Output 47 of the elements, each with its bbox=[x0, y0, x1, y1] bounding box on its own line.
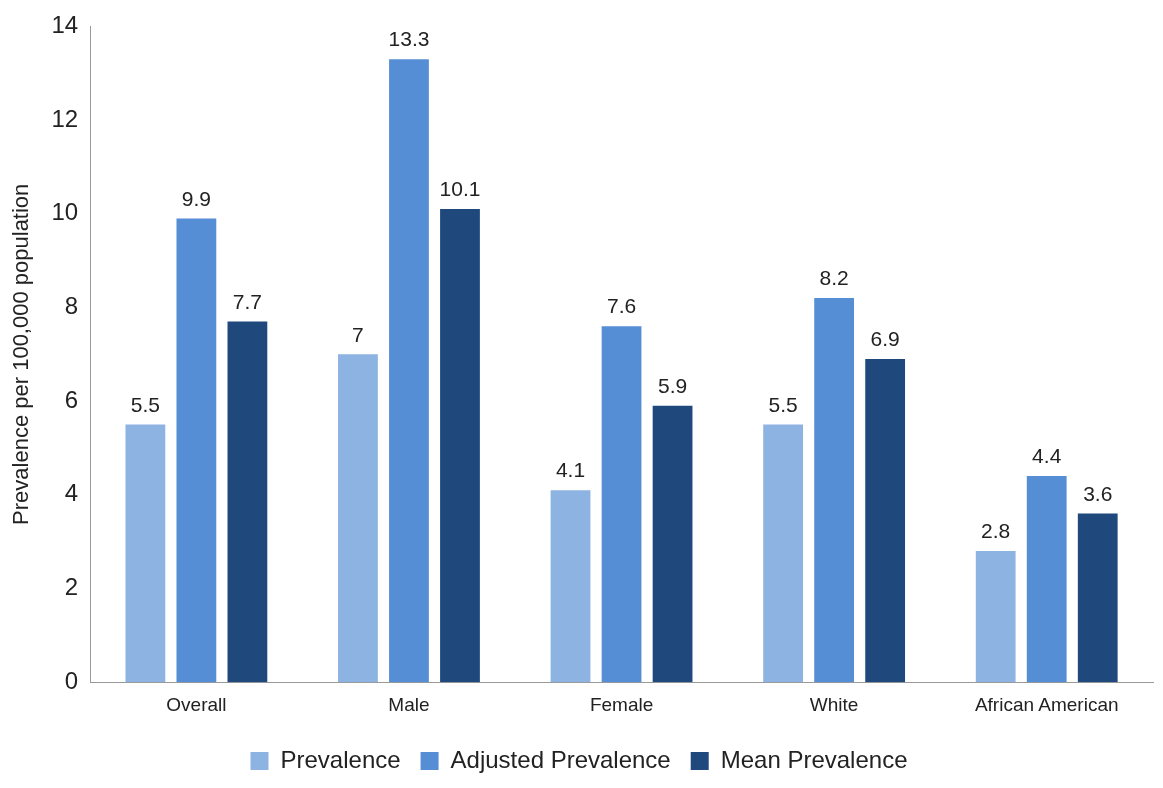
y-tick-label: 10 bbox=[51, 198, 79, 226]
data-label: 4.1 bbox=[555, 458, 586, 482]
bar bbox=[389, 59, 429, 683]
bar bbox=[176, 218, 217, 683]
data-label: 9.9 bbox=[181, 186, 211, 210]
bar bbox=[814, 298, 855, 683]
data-label: 8.2 bbox=[819, 266, 849, 290]
bar bbox=[125, 424, 166, 683]
data-label: 3.6 bbox=[1083, 481, 1113, 505]
data-label: 4.4 bbox=[1032, 444, 1062, 468]
x-tick-label: Female bbox=[589, 693, 654, 715]
bar bbox=[550, 490, 591, 683]
y-tick-label: 6 bbox=[64, 385, 79, 413]
bar bbox=[440, 209, 480, 683]
y-tick-label: 2 bbox=[64, 573, 79, 601]
y-tick-label: 12 bbox=[51, 104, 79, 132]
legend-label: Prevalence bbox=[280, 745, 401, 773]
bar bbox=[975, 551, 1016, 683]
data-label: 7.7 bbox=[232, 289, 263, 313]
data-label: 10.1 bbox=[439, 177, 481, 201]
data-label: 7 bbox=[352, 322, 364, 346]
bar bbox=[865, 358, 906, 683]
x-tick-label: African American bbox=[974, 693, 1119, 715]
data-label: 5.5 bbox=[130, 392, 160, 416]
bar bbox=[601, 326, 642, 683]
y-tick-label: 8 bbox=[64, 292, 79, 320]
x-tick-label: White bbox=[809, 693, 859, 715]
y-tick-label: 4 bbox=[64, 479, 79, 507]
legend-label: Adjusted Prevalence bbox=[450, 745, 671, 773]
y-tick-label: 0 bbox=[64, 666, 79, 694]
y-tick-label: 14 bbox=[51, 11, 79, 39]
data-label: 7.6 bbox=[606, 294, 637, 318]
bar bbox=[338, 354, 378, 683]
data-label: 13.3 bbox=[388, 27, 430, 51]
bar bbox=[227, 321, 268, 683]
bar bbox=[1077, 513, 1118, 683]
data-label: 5.9 bbox=[657, 374, 688, 398]
bar bbox=[1026, 476, 1067, 683]
x-tick-label: Male bbox=[388, 693, 430, 715]
data-label: 6.9 bbox=[870, 327, 900, 351]
bar bbox=[652, 405, 693, 683]
y-axis-title: Prevalence per 100,000 population bbox=[8, 183, 34, 525]
data-label: 2.8 bbox=[981, 519, 1011, 543]
legend-label: Mean Prevalence bbox=[720, 745, 908, 773]
bar bbox=[763, 424, 804, 683]
data-label: 5.5 bbox=[768, 392, 798, 416]
x-tick-label: Overall bbox=[166, 693, 227, 715]
